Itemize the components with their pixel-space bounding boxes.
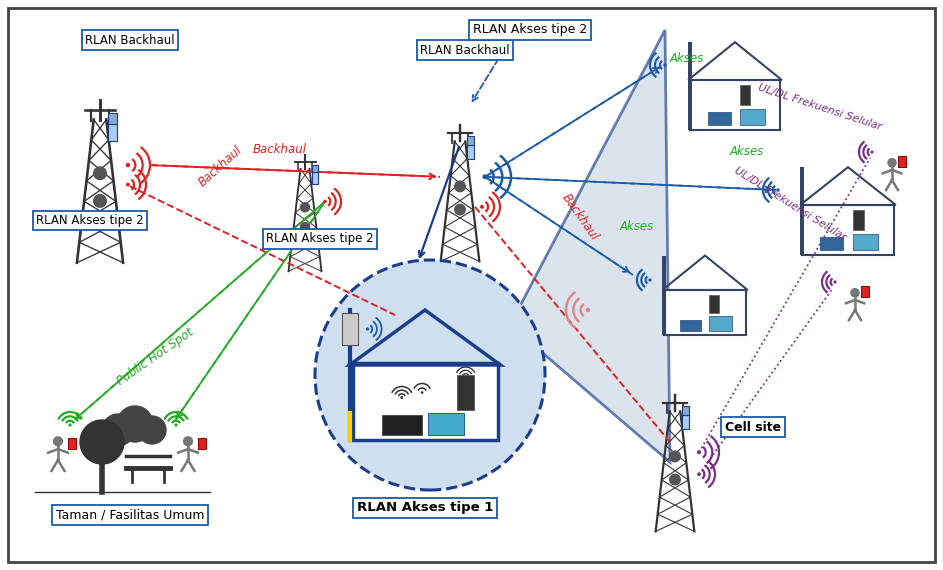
Circle shape: [126, 164, 129, 166]
Bar: [852, 210, 864, 230]
Circle shape: [401, 397, 403, 398]
Circle shape: [455, 181, 465, 192]
Bar: [662, 255, 667, 335]
Circle shape: [465, 376, 466, 378]
Bar: [683, 406, 689, 415]
Text: Taman / Fasilitas Umum: Taman / Fasilitas Umum: [56, 508, 205, 522]
Text: RLAN Backhaul: RLAN Backhaul: [421, 43, 510, 56]
Text: Cell site: Cell site: [725, 421, 781, 434]
Circle shape: [888, 158, 896, 167]
Circle shape: [670, 451, 680, 462]
Circle shape: [483, 175, 487, 178]
Bar: [709, 316, 732, 331]
Bar: [341, 313, 357, 345]
Bar: [739, 86, 751, 105]
Bar: [708, 112, 731, 125]
Circle shape: [93, 194, 107, 207]
Bar: [382, 415, 422, 435]
Bar: [739, 109, 765, 125]
Bar: [683, 415, 689, 429]
Circle shape: [367, 328, 369, 330]
Circle shape: [481, 206, 483, 208]
Circle shape: [126, 184, 129, 186]
Bar: [861, 286, 869, 298]
Circle shape: [175, 424, 177, 426]
Circle shape: [851, 288, 859, 297]
Bar: [428, 413, 464, 435]
Text: Akses: Akses: [730, 145, 764, 158]
Bar: [311, 172, 318, 184]
Circle shape: [455, 204, 465, 215]
Text: UL/DL Frekuensi Selular: UL/DL Frekuensi Selular: [733, 165, 848, 242]
Bar: [108, 113, 117, 124]
Text: RLAN Backhaul: RLAN Backhaul: [85, 34, 174, 47]
Circle shape: [698, 451, 701, 454]
Bar: [802, 205, 894, 254]
Bar: [681, 320, 701, 331]
Circle shape: [117, 406, 153, 442]
Bar: [801, 167, 804, 254]
Bar: [852, 234, 878, 250]
Text: Akses: Akses: [670, 52, 704, 65]
Bar: [69, 438, 75, 449]
Text: Akses: Akses: [620, 220, 654, 233]
Circle shape: [138, 416, 166, 444]
Circle shape: [184, 437, 192, 446]
Text: Backhaul: Backhaul: [559, 192, 601, 243]
Circle shape: [698, 473, 700, 475]
Bar: [311, 165, 318, 172]
Text: Public Hot Spot: Public Hot Spot: [114, 325, 196, 388]
Polygon shape: [510, 30, 670, 462]
Circle shape: [649, 279, 651, 281]
Circle shape: [54, 437, 62, 446]
Circle shape: [670, 474, 680, 485]
Circle shape: [587, 308, 589, 312]
Text: UL/DL Frekuensi Selular: UL/DL Frekuensi Selular: [757, 83, 884, 132]
Circle shape: [93, 167, 107, 180]
Bar: [664, 290, 746, 335]
Circle shape: [80, 420, 124, 464]
Text: RLAN Akses tipe 2: RLAN Akses tipe 2: [36, 214, 144, 227]
Text: Backhaul: Backhaul: [253, 143, 307, 156]
Bar: [457, 375, 474, 410]
Circle shape: [102, 414, 134, 446]
Circle shape: [664, 64, 666, 66]
Text: Backhaul: Backhaul: [195, 143, 244, 189]
Circle shape: [69, 424, 71, 426]
Circle shape: [301, 222, 309, 231]
Text: RLAN Akses tipe 2: RLAN Akses tipe 2: [266, 232, 373, 245]
Bar: [353, 363, 498, 440]
Text: RLAN Akses tipe 1: RLAN Akses tipe 1: [356, 502, 493, 515]
Bar: [468, 136, 474, 145]
Bar: [688, 42, 692, 129]
Circle shape: [323, 201, 326, 202]
Text: RLAN Akses tipe 2: RLAN Akses tipe 2: [472, 23, 587, 36]
Circle shape: [301, 203, 309, 212]
Bar: [690, 80, 780, 129]
Bar: [108, 124, 117, 141]
Bar: [820, 237, 843, 250]
Bar: [468, 145, 474, 159]
Bar: [899, 156, 905, 168]
Circle shape: [315, 260, 545, 490]
Circle shape: [871, 151, 873, 153]
Bar: [198, 438, 206, 449]
Bar: [709, 295, 719, 313]
Circle shape: [777, 189, 779, 191]
